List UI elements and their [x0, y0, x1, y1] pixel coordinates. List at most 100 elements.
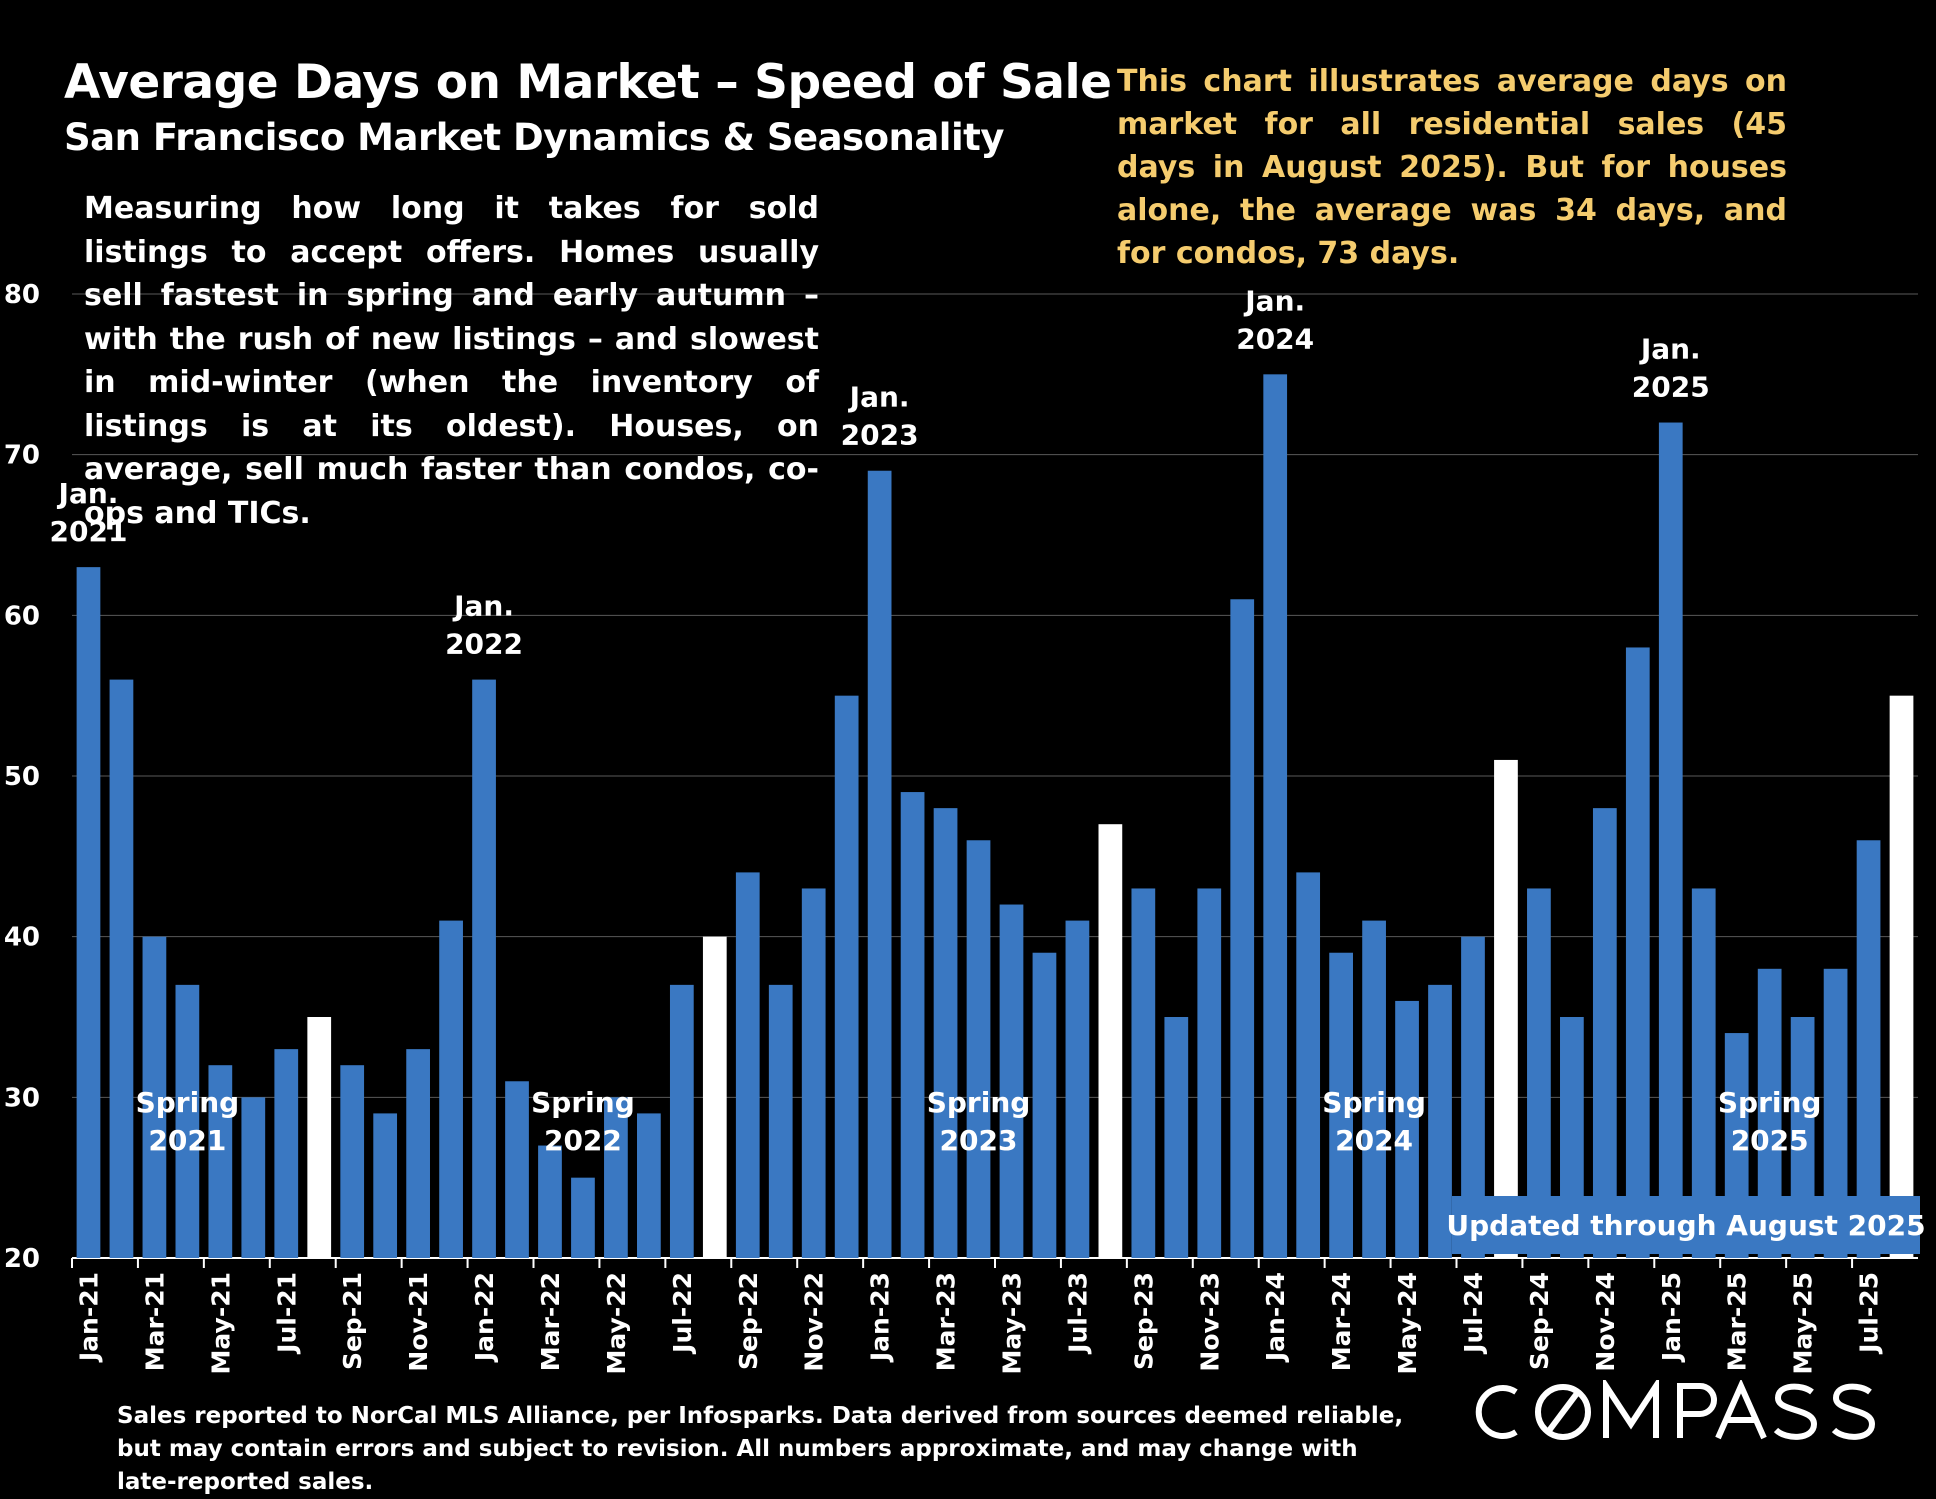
bar-jul-24: [1461, 936, 1485, 1258]
bar-dec-22: [834, 695, 859, 1258]
bar-dec-21: [439, 920, 463, 1258]
bar-feb-25: [1691, 888, 1716, 1258]
updated-box: [1452, 1196, 1920, 1254]
bar-jun-21: [241, 1097, 266, 1258]
bar-apr-24: [1362, 920, 1386, 1258]
chart-subtitle: San Francisco Market Dynamics & Seasonal…: [64, 116, 1004, 159]
bar-oct-22: [768, 984, 793, 1258]
x-tick-label: Jan-22: [470, 1272, 499, 1363]
spring-annotation: 2025: [1731, 1124, 1809, 1157]
jan-annotation: Jan.: [1639, 333, 1701, 366]
bar-mar-22: [538, 1145, 562, 1258]
jan-annotation: Jan.: [1243, 284, 1305, 317]
spring-annotation: Spring: [1718, 1086, 1822, 1119]
x-tick-label: Sep-22: [734, 1272, 763, 1370]
bar-nov-21: [406, 1049, 430, 1258]
bar-aug-21: [307, 1017, 332, 1258]
bar-dec-23: [1230, 599, 1255, 1258]
x-tick-label: Nov-22: [800, 1272, 829, 1372]
source-footnote: Sales reported to NorCal MLS Alliance, p…: [117, 1403, 1404, 1495]
bar-mar-21: [142, 936, 167, 1258]
x-tick-label: Jul-23: [1063, 1272, 1092, 1355]
bar-sep-22: [735, 872, 760, 1258]
bar-may-24: [1395, 1000, 1419, 1258]
y-tick-label: 50: [4, 762, 40, 792]
bar-sep-24: [1527, 888, 1551, 1258]
y-tick-label: 20: [4, 1244, 40, 1274]
bar-feb-22: [505, 1081, 529, 1258]
x-tick-label: Jul-21: [272, 1272, 301, 1355]
updated-label: Updated through August 2025: [1446, 1209, 1925, 1242]
bar-feb-23: [900, 792, 925, 1258]
spring-annotation: 2023: [940, 1124, 1018, 1157]
x-tick-label: Nov-21: [404, 1272, 433, 1372]
bar-jan-22: [472, 679, 496, 1258]
bar-may-21: [208, 1065, 233, 1258]
x-tick-label: Mar-24: [1327, 1272, 1356, 1371]
bar-feb-24: [1296, 872, 1321, 1258]
y-tick-label: 80: [4, 280, 40, 310]
y-tick-label: 40: [4, 923, 40, 953]
y-tick-label: 30: [4, 1083, 40, 1113]
chart-title: Average Days on Market – Speed of Sale: [64, 55, 1112, 110]
bar-jun-24: [1428, 984, 1452, 1258]
bar-dec-24: [1625, 647, 1650, 1258]
bar-apr-25: [1757, 968, 1782, 1258]
bar-jan-21: [76, 567, 101, 1258]
jan-annotation: Jan.: [452, 590, 514, 623]
spring-annotation: 2024: [1335, 1124, 1413, 1157]
x-tick-label: Jul-22: [668, 1272, 697, 1355]
x-tick-label: Mar-25: [1723, 1272, 1752, 1371]
x-tick-label: Jan-23: [866, 1272, 895, 1363]
x-tick-label: May-24: [1393, 1272, 1422, 1374]
bar-aug-23: [1098, 824, 1123, 1258]
jan-annotation: 2021: [50, 515, 128, 548]
x-tick-label: Jul-24: [1459, 1272, 1488, 1355]
x-tick-label: Jan-25: [1657, 1272, 1686, 1363]
bar-jul-21: [274, 1049, 299, 1258]
y-tick-label: 70: [4, 441, 40, 471]
spring-annotation: Spring: [531, 1086, 635, 1119]
bar-jan-25: [1658, 422, 1683, 1258]
bar-apr-21: [175, 984, 200, 1258]
compass-logo: [1475, 1380, 1876, 1440]
bar-sep-23: [1131, 888, 1156, 1258]
bar-mar-23: [933, 808, 958, 1258]
bar-may-23: [999, 904, 1024, 1258]
x-tick-label: Sep-21: [338, 1272, 367, 1370]
bar-jul-22: [669, 984, 694, 1258]
x-tick-label: May-22: [602, 1272, 631, 1374]
spring-annotation: 2021: [148, 1124, 226, 1157]
bar-aug-24: [1494, 759, 1518, 1258]
bar-mar-24: [1329, 952, 1353, 1258]
bar-nov-22: [801, 888, 826, 1258]
x-tick-label: Mar-21: [140, 1272, 169, 1371]
y-tick-label: 60: [4, 601, 40, 631]
x-tick-label: Jan-21: [74, 1272, 103, 1363]
bar-may-22: [604, 1097, 628, 1258]
bar-jun-25: [1823, 968, 1848, 1258]
bar-jul-23: [1065, 920, 1090, 1258]
x-tick-label: May-21: [206, 1272, 235, 1374]
bar-jan-24: [1263, 374, 1288, 1258]
x-tick-label: Jan-24: [1261, 1272, 1290, 1363]
note-text: This chart illustrates average days on m…: [1117, 64, 1787, 271]
x-tick-label: Mar-22: [536, 1272, 565, 1371]
x-tick-label: May-25: [1789, 1272, 1818, 1374]
x-tick-label: Sep-24: [1525, 1272, 1554, 1370]
jan-annotation: 2025: [1632, 371, 1710, 404]
bar-apr-22: [571, 1177, 595, 1258]
bar-aug-22: [702, 936, 727, 1258]
bar-feb-21: [109, 679, 134, 1258]
jan-annotation: 2022: [445, 628, 523, 661]
bar-oct-23: [1164, 1017, 1189, 1258]
intro-text: Measuring how long it takes for sold lis…: [84, 191, 819, 531]
x-tick-label: Nov-23: [1195, 1272, 1224, 1372]
spring-annotation: Spring: [1322, 1086, 1426, 1119]
bar-jun-23: [1032, 952, 1057, 1258]
spring-annotation: 2022: [544, 1124, 622, 1157]
x-tick-label: May-23: [997, 1272, 1026, 1374]
bar-aug-25: [1889, 695, 1914, 1258]
spring-annotation: Spring: [136, 1086, 240, 1119]
bar-jun-22: [637, 1113, 661, 1258]
